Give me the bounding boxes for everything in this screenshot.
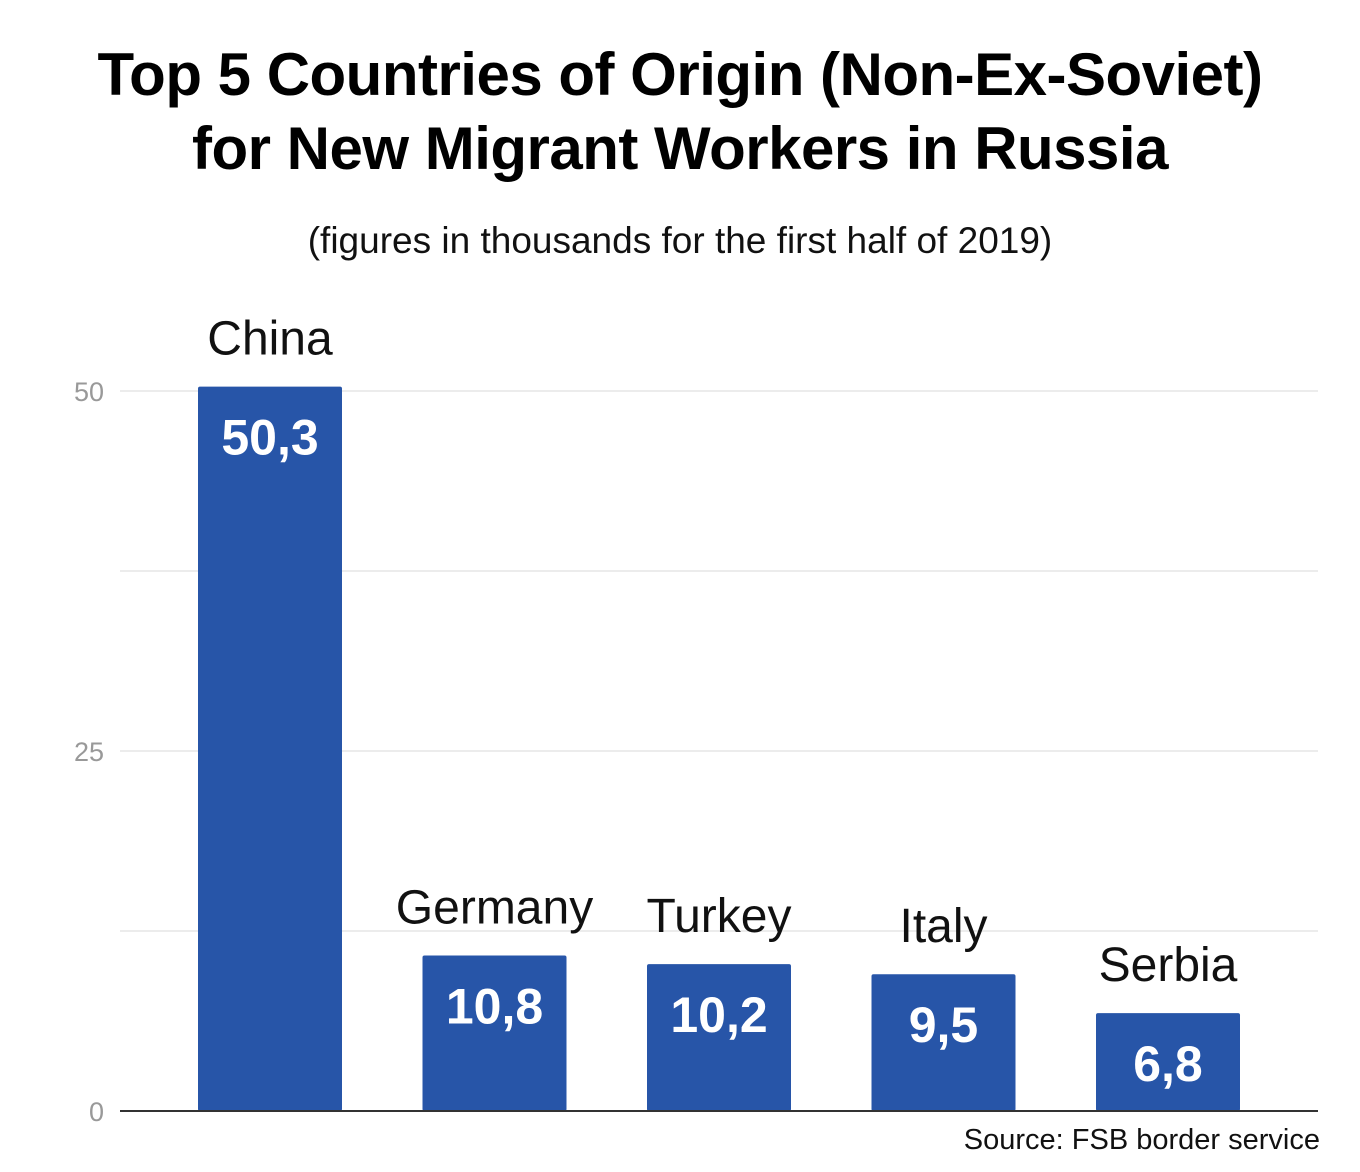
value-label-germany: 10,8 — [446, 978, 543, 1034]
y-tick-label: 25 — [74, 737, 104, 767]
bar-turkey — [647, 964, 791, 1111]
chart-subtitle: (figures in thousands for the first half… — [307, 220, 1053, 261]
chart-title-line-2: for New Migrant Workers in Russia — [192, 115, 1168, 182]
bar-italy — [871, 974, 1016, 1111]
source-note: Source: FSB border service — [963, 1124, 1320, 1156]
chart-title: Top 5 Countries of Origin (Non-Ex-Soviet… — [0, 38, 1360, 186]
y-tick-label: 50 — [74, 377, 104, 407]
value-label-turkey: 10,2 — [670, 987, 767, 1043]
category-label-italy: Italy — [899, 900, 987, 953]
category-label-serbia: Serbia — [1099, 939, 1238, 992]
y-tick-label: 0 — [89, 1097, 104, 1127]
category-label-china: China — [207, 313, 333, 366]
bar-germany — [422, 955, 567, 1111]
category-label-germany: Germany — [396, 881, 593, 934]
value-label-italy: 9,5 — [909, 997, 979, 1053]
category-label-turkey: Turkey — [647, 890, 792, 943]
bar-china — [198, 386, 342, 1111]
value-label-serbia: 6,8 — [1133, 1036, 1203, 1092]
chart-title-line-1: Top 5 Countries of Origin (Non-Ex-Soviet… — [97, 41, 1263, 108]
bar-serbia — [1096, 1013, 1240, 1111]
value-label-china: 50,3 — [221, 410, 318, 466]
